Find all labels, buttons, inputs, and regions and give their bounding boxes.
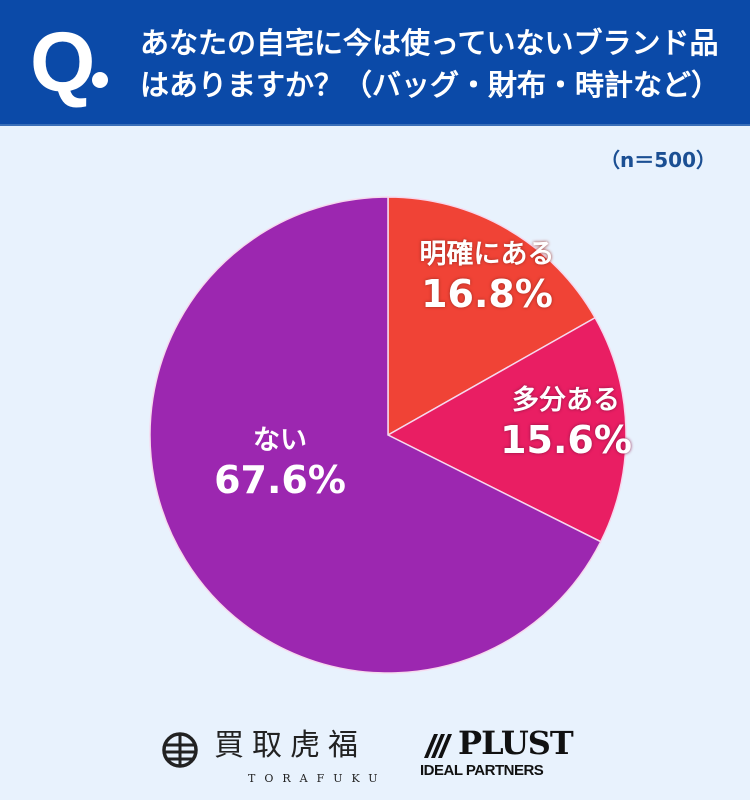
pie-slice	[387, 196, 597, 437]
torafuku-sub: TORAFUKU	[248, 772, 387, 785]
pie-slice	[386, 316, 627, 543]
slice-name: 明確にある	[419, 239, 555, 270]
torafuku-name: 買取虎福	[214, 728, 366, 763]
slice-percent: 16.8%	[421, 272, 553, 316]
sample-size: （n＝500）	[600, 148, 716, 172]
question-text: あなたの自宅に今は使っていないブランド品はありますか？（バッグ・財布・時計など）	[140, 26, 721, 102]
slice-percent: 67.6%	[214, 458, 346, 502]
plust-name: PLUST	[458, 724, 574, 762]
q-mark: Q	[30, 15, 96, 109]
plust-sub: IDEAL PARTNERS	[420, 762, 544, 779]
slice-label-none: ない 67.6%	[200, 424, 360, 502]
slice-name: 多分ある	[512, 385, 620, 416]
slice-name: ない	[253, 425, 307, 456]
pie-slice	[149, 196, 602, 674]
question-header: Q あなたの自宅に今は使っていないブランド品はありますか？（バッグ・財布・時計な…	[0, 0, 750, 126]
torafuku-emblem-icon	[162, 732, 198, 768]
q-dot-icon	[92, 72, 108, 88]
plust-mark-icon	[424, 734, 452, 758]
slice-percent: 15.6%	[500, 418, 632, 462]
slice-label-clearly-have: 明確にある 16.8%	[402, 238, 572, 316]
slice-label-probably-have: 多分ある 15.6%	[496, 384, 636, 462]
